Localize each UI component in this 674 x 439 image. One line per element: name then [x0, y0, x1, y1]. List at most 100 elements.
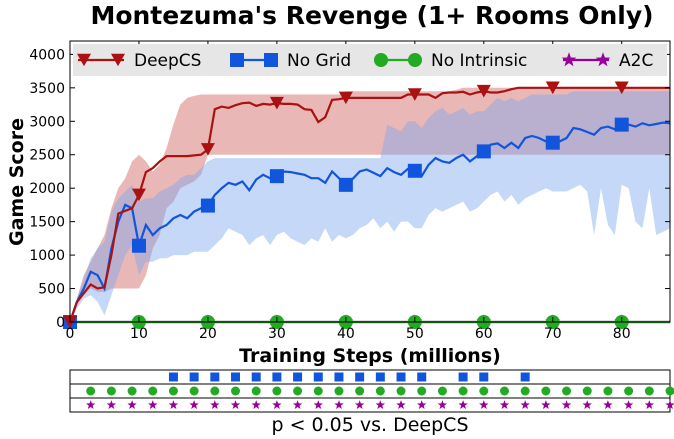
legend-marker-no-grid: [264, 53, 278, 67]
significance-marker-no-grid: [396, 372, 406, 382]
significance-marker-no-grid: [313, 372, 323, 382]
x-axis-label: Training Steps (millions): [239, 345, 501, 367]
significance-marker-a2c: [210, 400, 220, 409]
significance-marker-a2c: [189, 400, 199, 409]
significance-panel: p < 0.05 vs. DeepCS: [69, 369, 674, 436]
significance-marker-no-intrinsic: [313, 386, 323, 396]
significance-marker-no-intrinsic: [189, 386, 199, 396]
x-tick-label: 70: [544, 326, 562, 342]
marker-deepcs: [338, 91, 353, 105]
x-tick-label: 20: [199, 326, 217, 342]
significance-marker-no-intrinsic: [293, 386, 303, 396]
legend-marker-a2c: [595, 52, 611, 67]
x-tick-label: 10: [130, 326, 148, 342]
line-deepcs: [68, 86, 670, 323]
marker-no-grid: [407, 163, 422, 178]
significance-marker-a2c: [106, 400, 117, 409]
marker-deepcs: [407, 88, 422, 101]
legend-label-a2c: A2C: [619, 51, 653, 71]
significance-marker-no-intrinsic: [148, 386, 158, 396]
marker-deepcs: [614, 81, 629, 95]
significance-marker-no-intrinsic: [644, 386, 654, 396]
significance-marker-no-intrinsic: [251, 386, 261, 396]
legend-marker-no-intrinsic: [408, 53, 422, 67]
significance-marker-no-intrinsic: [582, 386, 592, 396]
significance-marker-no-grid: [210, 372, 220, 382]
significance-marker-no-intrinsic: [210, 386, 220, 396]
significance-marker-a2c: [375, 400, 386, 409]
marker-no-grid: [200, 198, 215, 213]
significance-marker-a2c: [127, 400, 137, 409]
significance-marker-no-grid: [189, 372, 199, 382]
significance-marker-a2c: [623, 400, 634, 409]
legend-label-no-grid: No Grid: [287, 51, 351, 71]
y-tick-label: 3000: [29, 114, 65, 130]
y-tick-label: 0: [56, 315, 65, 331]
marker-no-grid: [614, 117, 629, 132]
significance-frame: [69, 369, 671, 413]
significance-marker-no-grid: [479, 372, 489, 382]
marker-no-grid: [545, 135, 560, 150]
significance-marker-a2c: [541, 400, 551, 409]
y-tick-label: 500: [38, 282, 65, 298]
y-tick-label: 3500: [29, 81, 65, 97]
significance-marker-no-intrinsic: [106, 386, 116, 396]
significance-marker-a2c: [86, 400, 96, 409]
chart-title: Montezuma's Revenge (1+ Rooms Only): [90, 1, 653, 30]
legend-marker-deepcs: [111, 53, 125, 67]
significance-marker-no-grid: [272, 372, 282, 382]
significance-marker-no-intrinsic: [86, 386, 96, 396]
marker-no-grid: [338, 177, 353, 192]
significance-marker-no-grid: [458, 372, 468, 382]
significance-marker-no-intrinsic: [231, 386, 241, 396]
marker-deepcs: [269, 96, 284, 110]
marker-no-grid: [131, 238, 146, 253]
x-tick-label: 60: [475, 326, 493, 342]
significance-marker-no-intrinsic: [479, 386, 489, 396]
significance-marker-no-intrinsic: [624, 386, 634, 396]
significance-marker-no-intrinsic: [168, 386, 178, 396]
x-tick-label: 50: [406, 326, 424, 342]
x-tick-label: 0: [66, 326, 75, 342]
marker-deepcs: [131, 188, 146, 202]
significance-marker-a2c: [417, 400, 427, 409]
significance-marker-a2c: [251, 400, 261, 409]
x-tick-label: 40: [337, 326, 355, 342]
y-tick-label: 1000: [29, 248, 65, 264]
significance-marker-a2c: [458, 400, 468, 409]
legend-marker-no-grid: [230, 53, 244, 67]
significance-marker-no-grid: [520, 372, 530, 382]
significance-marker-no-grid: [231, 372, 241, 382]
y-tick-label: 1500: [29, 215, 65, 231]
significance-marker-no-grid: [417, 372, 427, 382]
significance-marker-a2c: [644, 400, 654, 409]
significance-marker-a2c: [354, 400, 365, 409]
significance-marker-a2c: [272, 400, 282, 409]
significance-marker-a2c: [520, 400, 530, 409]
legend-marker-no-intrinsic: [374, 53, 388, 67]
significance-marker-a2c: [292, 400, 303, 409]
legend-marker-a2c: [561, 52, 577, 67]
significance-marker-a2c: [603, 400, 613, 409]
significance-marker-no-intrinsic: [334, 386, 344, 396]
significance-marker-a2c: [437, 400, 448, 409]
significance-marker-no-intrinsic: [417, 386, 427, 396]
significance-marker-a2c: [334, 400, 344, 409]
significance-marker-no-intrinsic: [272, 386, 282, 396]
y-axis-ticks: 0 500 1000 1500 2000 2500 3000 3500 4000: [29, 47, 670, 331]
significance-marker-no-grid: [355, 372, 365, 382]
legend-label-no-intrinsic: No Intrinsic: [431, 51, 527, 71]
significance-marker-a2c: [479, 400, 489, 409]
marker-no-grid: [476, 144, 491, 159]
significance-marker-a2c: [148, 400, 158, 409]
significance-marker-no-intrinsic: [603, 386, 613, 396]
significance-marker-a2c: [499, 400, 510, 409]
significance-marker-a2c: [230, 400, 241, 409]
marker-deepcs: [200, 143, 215, 156]
line-no-grid: [68, 121, 671, 323]
significance-marker-no-grid: [334, 372, 344, 382]
significance-marker-no-intrinsic: [127, 386, 137, 396]
significance-marker-a2c: [168, 400, 179, 409]
significance-marker-a2c: [582, 400, 592, 409]
